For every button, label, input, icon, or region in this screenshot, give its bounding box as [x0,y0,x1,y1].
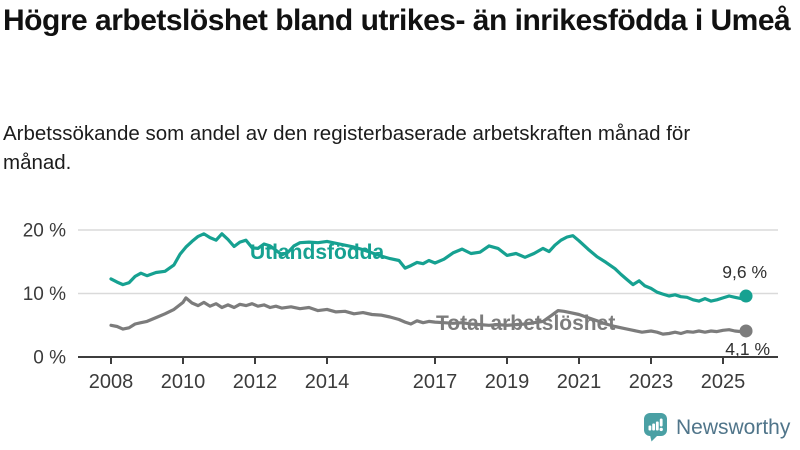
chart-title: Högre arbetslöshet bland utrikes- än inr… [3,4,791,37]
end-value-label-utlandsfodda: 9,6 % [722,262,767,282]
x-tick-label-2021: 2021 [557,371,602,393]
y-tick-label-10: 10 % [23,284,66,305]
x-tick-label-2012: 2012 [233,371,278,393]
x-tick-label-2008: 2008 [89,371,134,393]
series-line-total-arbetsloshet [109,296,748,336]
x-tick-label-2014: 2014 [305,371,350,393]
x-tick-label-2025: 2025 [701,371,746,393]
y-tick-label-0: 0 % [33,348,66,369]
newsworthy-logo: Newsworthy [644,413,790,442]
x-tick-label-2019: 2019 [485,371,530,393]
x-tick-label-2023: 2023 [629,371,674,393]
series-endpoint-utlandsfodda [739,289,753,303]
series-endpoint-total-arbetsloshet [739,324,753,338]
end-value-label-total-arbetsloshet: 4,1 % [725,339,770,359]
chart-subtitle: Arbetssökande som andel av den registerb… [3,122,691,174]
newsworthy-logo-text: Newsworthy [676,415,791,439]
series-label-utlandsfodda: Utlandsfödda [250,241,384,264]
x-tick-label-2017: 2017 [413,371,458,393]
line-chart: 2008 2010 2012 2014 2017 2019 2021 2023 2025 0 % 1… [23,221,778,393]
y-tick-label-20: 20 % [23,221,66,242]
newsworthy-icon [644,413,667,442]
series-line-utlandsfodda [109,232,748,303]
x-tick-label-2010: 2010 [161,371,206,393]
series-label-total-arbetsloshet: Total arbetslöshet [436,312,615,335]
